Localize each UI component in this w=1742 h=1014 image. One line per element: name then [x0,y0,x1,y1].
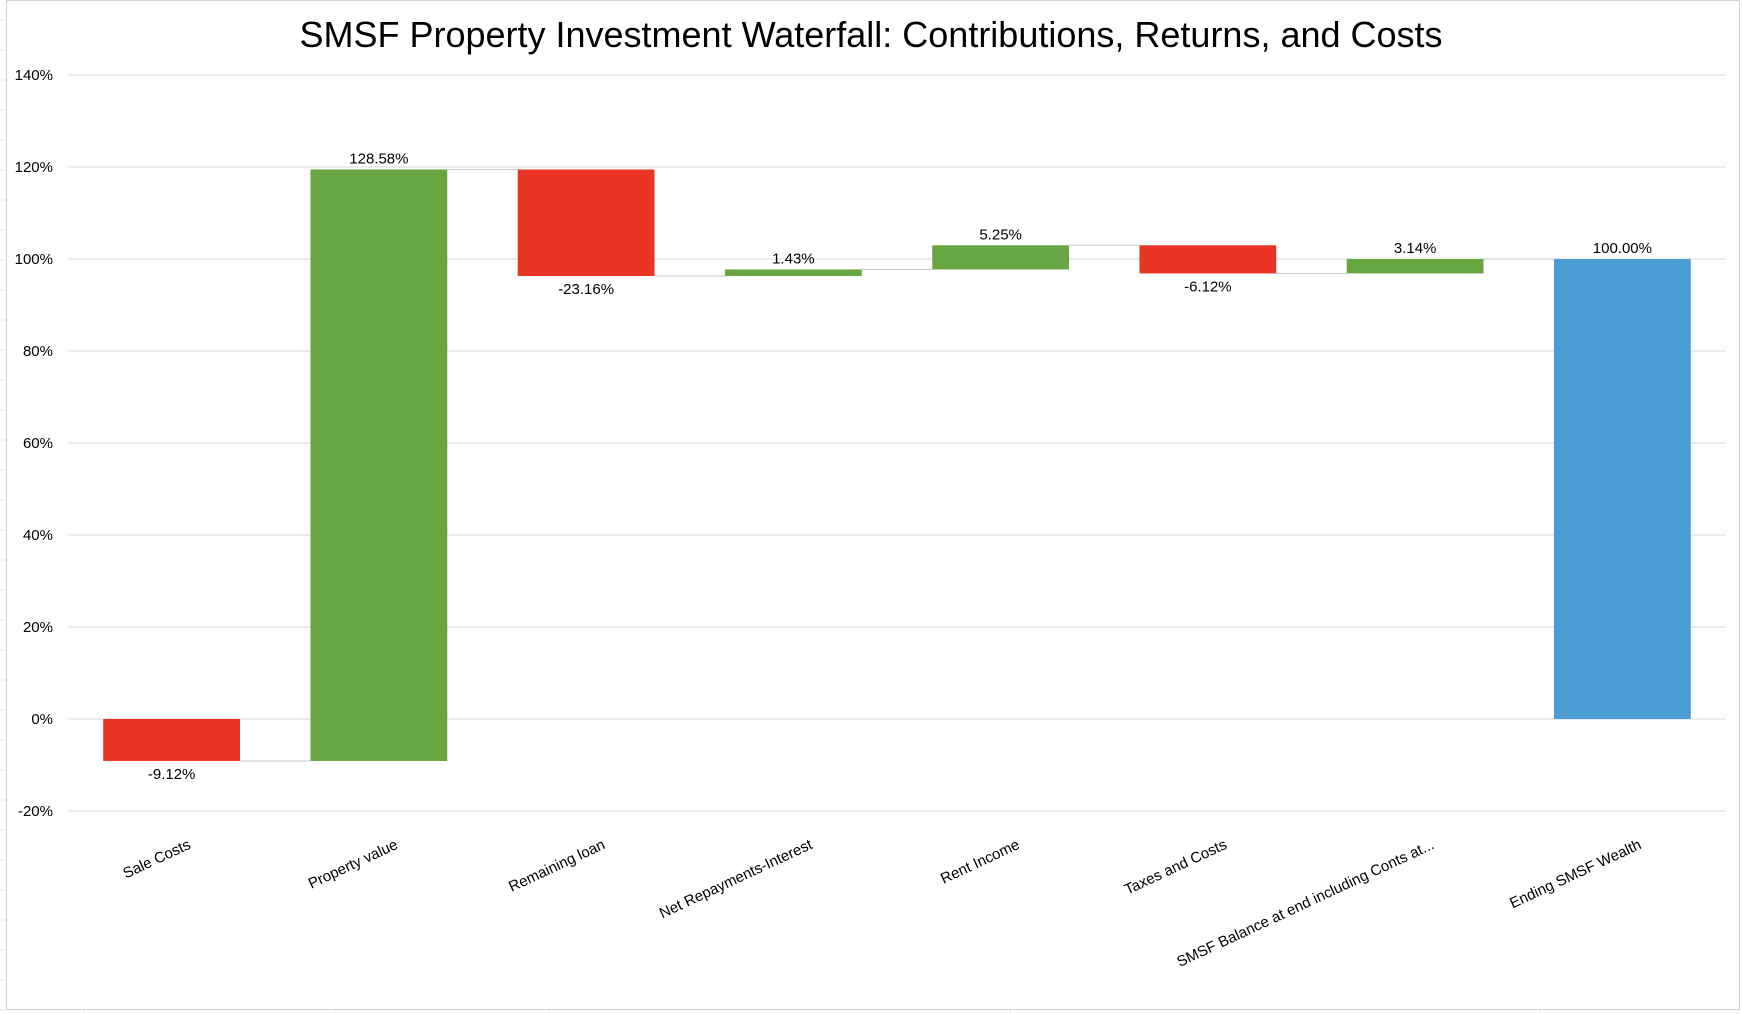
y-tick-label: 40% [23,527,53,544]
y-tick-label: 0% [31,711,53,728]
data-label: 100.00% [1593,240,1652,257]
category-label: Taxes and Costs [1122,836,1230,898]
chart-title: SMSF Property Investment Waterfall: Cont… [299,14,1443,55]
data-label: 5.25% [979,226,1022,243]
data-label: 128.58% [349,150,408,167]
y-tick-label: 140% [15,67,53,84]
category-label: Remaining loan [506,836,608,895]
y-tick-label: 60% [23,435,53,452]
bar-net-repayments-interest [724,269,862,277]
bar-ending-smsf-wealth [1553,259,1691,719]
bar-sale-costs [103,719,241,761]
chart-area[interactable] [6,0,1740,1010]
bar-property-value [310,169,448,761]
bar-smsf-balance-at-end-including-conts-at [1346,259,1484,274]
data-label: -9.12% [148,766,196,783]
category-label: Sale Costs [120,836,193,882]
data-label: 3.14% [1394,240,1437,257]
data-label: 1.43% [772,250,815,267]
bar-taxes-and-costs [1139,245,1277,274]
category-label: Net Repayments-Interest [657,836,816,922]
category-label: Rent Income [938,836,1022,887]
y-tick-label: 80% [23,343,53,360]
bar-remaining-loan [517,169,655,277]
y-tick-label: 20% [23,619,53,636]
data-label: -23.16% [558,281,614,298]
category-label: Property value [306,836,401,892]
bar-rent-income [932,245,1070,270]
category-label: Ending SMSF Wealth [1507,836,1644,912]
data-label: -6.12% [1184,278,1232,295]
y-tick-label: 100% [15,251,53,268]
y-tick-label: -20% [18,803,53,820]
y-tick-label: 120% [15,159,53,176]
